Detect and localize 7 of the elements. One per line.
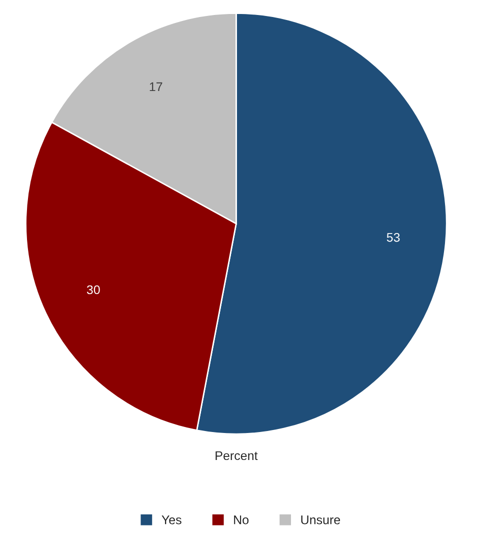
- legend-label: Yes: [162, 516, 182, 524]
- data-label: 30: [86, 285, 100, 294]
- data-label: 17: [150, 82, 162, 92]
- legend-label: Unsure: [301, 516, 340, 524]
- data-label: 53: [386, 232, 400, 242]
- text: Percent: [216, 451, 258, 460]
- legend-label: No: [234, 516, 249, 524]
